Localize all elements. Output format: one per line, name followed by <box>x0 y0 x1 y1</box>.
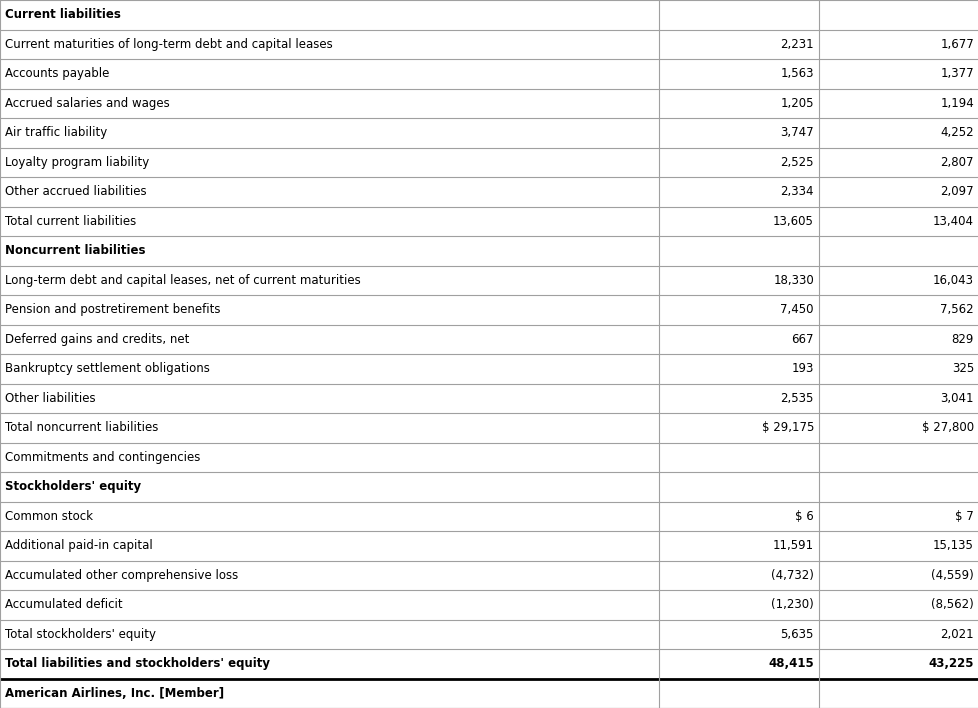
Text: 1,563: 1,563 <box>779 67 813 80</box>
Bar <box>0 0 978 30</box>
Bar <box>0 649 978 678</box>
Bar <box>0 324 978 354</box>
Bar <box>0 678 978 708</box>
Text: Air traffic liability: Air traffic liability <box>5 126 108 139</box>
Text: 48,415: 48,415 <box>768 657 813 670</box>
Text: 7,450: 7,450 <box>779 303 813 316</box>
Text: 7,562: 7,562 <box>940 303 973 316</box>
Text: 2,535: 2,535 <box>779 392 813 405</box>
Bar <box>0 354 978 384</box>
Text: Commitments and contingencies: Commitments and contingencies <box>5 451 200 464</box>
Text: Total noncurrent liabilities: Total noncurrent liabilities <box>5 421 158 434</box>
Bar <box>0 207 978 236</box>
Text: 1,377: 1,377 <box>940 67 973 80</box>
Text: $ 29,175: $ 29,175 <box>761 421 813 434</box>
Text: Current maturities of long-term debt and capital leases: Current maturities of long-term debt and… <box>5 38 333 51</box>
Text: Long-term debt and capital leases, net of current maturities: Long-term debt and capital leases, net o… <box>5 274 360 287</box>
Text: Bankruptcy settlement obligations: Bankruptcy settlement obligations <box>5 362 209 375</box>
Bar <box>0 177 978 207</box>
Text: 5,635: 5,635 <box>779 628 813 641</box>
Text: Accumulated other comprehensive loss: Accumulated other comprehensive loss <box>5 569 238 582</box>
Text: Additional paid-in capital: Additional paid-in capital <box>5 539 153 552</box>
Bar <box>0 413 978 442</box>
Text: (8,562): (8,562) <box>930 598 973 611</box>
Text: 2,334: 2,334 <box>779 185 813 198</box>
Text: 15,135: 15,135 <box>932 539 973 552</box>
Bar <box>0 266 978 295</box>
Text: Accounts payable: Accounts payable <box>5 67 110 80</box>
Text: Stockholders' equity: Stockholders' equity <box>5 480 141 493</box>
Text: Deferred gains and credits, net: Deferred gains and credits, net <box>5 333 189 346</box>
Text: 3,747: 3,747 <box>779 126 813 139</box>
Bar <box>0 30 978 59</box>
Bar <box>0 384 978 413</box>
Bar <box>0 147 978 177</box>
Text: Total current liabilities: Total current liabilities <box>5 215 136 228</box>
Text: (4,559): (4,559) <box>930 569 973 582</box>
Text: (1,230): (1,230) <box>771 598 813 611</box>
Text: Pension and postretirement benefits: Pension and postretirement benefits <box>5 303 220 316</box>
Bar <box>0 118 978 147</box>
Text: 1,194: 1,194 <box>939 97 973 110</box>
Text: Accumulated deficit: Accumulated deficit <box>5 598 122 611</box>
Text: 2,097: 2,097 <box>940 185 973 198</box>
Bar <box>0 88 978 118</box>
Text: Current liabilities: Current liabilities <box>5 8 120 21</box>
Text: 2,231: 2,231 <box>779 38 813 51</box>
Bar <box>0 295 978 324</box>
Text: 13,404: 13,404 <box>932 215 973 228</box>
Text: 1,205: 1,205 <box>779 97 813 110</box>
Text: $ 6: $ 6 <box>794 510 813 523</box>
Text: (4,732): (4,732) <box>771 569 813 582</box>
Text: Other accrued liabilities: Other accrued liabilities <box>5 185 147 198</box>
Text: Accrued salaries and wages: Accrued salaries and wages <box>5 97 169 110</box>
Text: American Airlines, Inc. [Member]: American Airlines, Inc. [Member] <box>5 687 224 700</box>
Text: 4,252: 4,252 <box>940 126 973 139</box>
Text: 2,807: 2,807 <box>940 156 973 169</box>
Text: 3,041: 3,041 <box>940 392 973 405</box>
Text: Common stock: Common stock <box>5 510 93 523</box>
Text: Total stockholders' equity: Total stockholders' equity <box>5 628 156 641</box>
Text: 325: 325 <box>951 362 973 375</box>
Bar <box>0 590 978 620</box>
Text: $ 27,800: $ 27,800 <box>921 421 973 434</box>
Bar <box>0 501 978 531</box>
Text: 16,043: 16,043 <box>932 274 973 287</box>
Text: Noncurrent liabilities: Noncurrent liabilities <box>5 244 146 257</box>
Text: 18,330: 18,330 <box>773 274 813 287</box>
Text: 11,591: 11,591 <box>772 539 813 552</box>
Text: 193: 193 <box>791 362 813 375</box>
Bar <box>0 472 978 501</box>
Bar <box>0 59 978 88</box>
Text: 829: 829 <box>951 333 973 346</box>
Text: $ 7: $ 7 <box>955 510 973 523</box>
Bar <box>0 620 978 649</box>
Text: 13,605: 13,605 <box>773 215 813 228</box>
Text: Other liabilities: Other liabilities <box>5 392 96 405</box>
Text: 667: 667 <box>790 333 813 346</box>
Text: Total liabilities and stockholders' equity: Total liabilities and stockholders' equi… <box>5 657 270 670</box>
Bar <box>0 442 978 472</box>
Text: Loyalty program liability: Loyalty program liability <box>5 156 149 169</box>
Bar <box>0 561 978 590</box>
Bar <box>0 236 978 266</box>
Text: 43,225: 43,225 <box>927 657 973 670</box>
Bar <box>0 531 978 561</box>
Text: 2,525: 2,525 <box>779 156 813 169</box>
Text: 2,021: 2,021 <box>940 628 973 641</box>
Text: 1,677: 1,677 <box>939 38 973 51</box>
